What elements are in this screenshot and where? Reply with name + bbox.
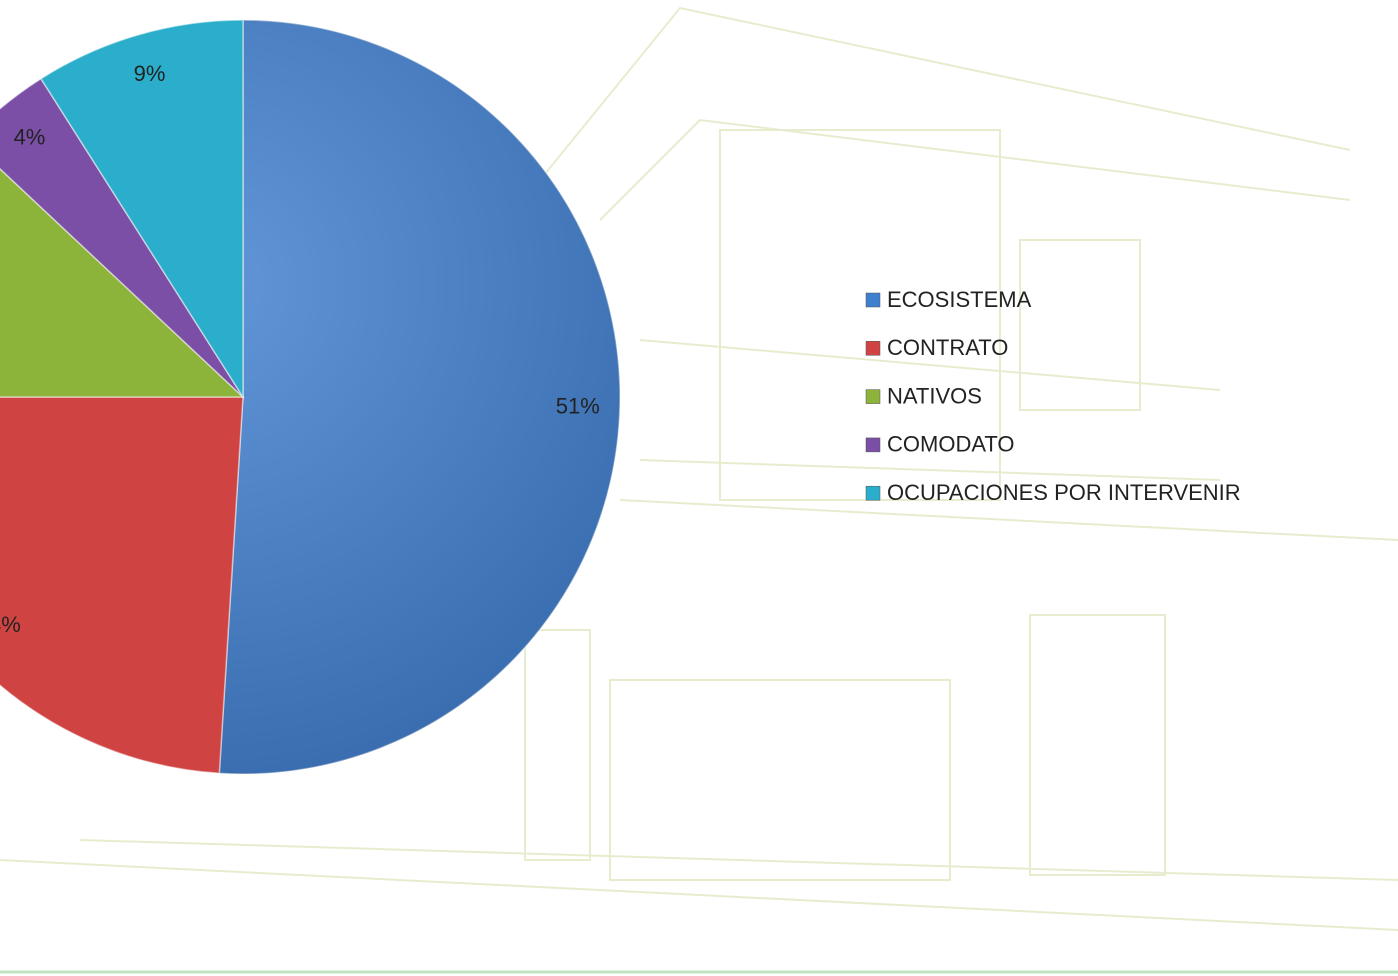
data-label: 4% [14, 125, 46, 150]
legend-label: OCUPACIONES POR INTERVENIR [887, 480, 1241, 505]
pie-slice [39, 19, 244, 400]
legend-swatch [865, 292, 881, 308]
legend-label: CONTRATO [887, 335, 1008, 360]
pie-slice [0, 396, 244, 775]
legend-swatch [865, 341, 881, 356]
legend-swatch [865, 437, 881, 453]
data-label: 51% [556, 393, 600, 418]
legend-label: ECOSISTEMA [887, 287, 1032, 312]
legend-label: NATIVOS [887, 383, 982, 408]
legend-label: COMODATO [887, 432, 1015, 457]
legend-swatch [865, 485, 881, 501]
legend-swatch [865, 389, 881, 404]
data-label: 9% [134, 61, 166, 86]
data-label: 24% [0, 612, 21, 637]
